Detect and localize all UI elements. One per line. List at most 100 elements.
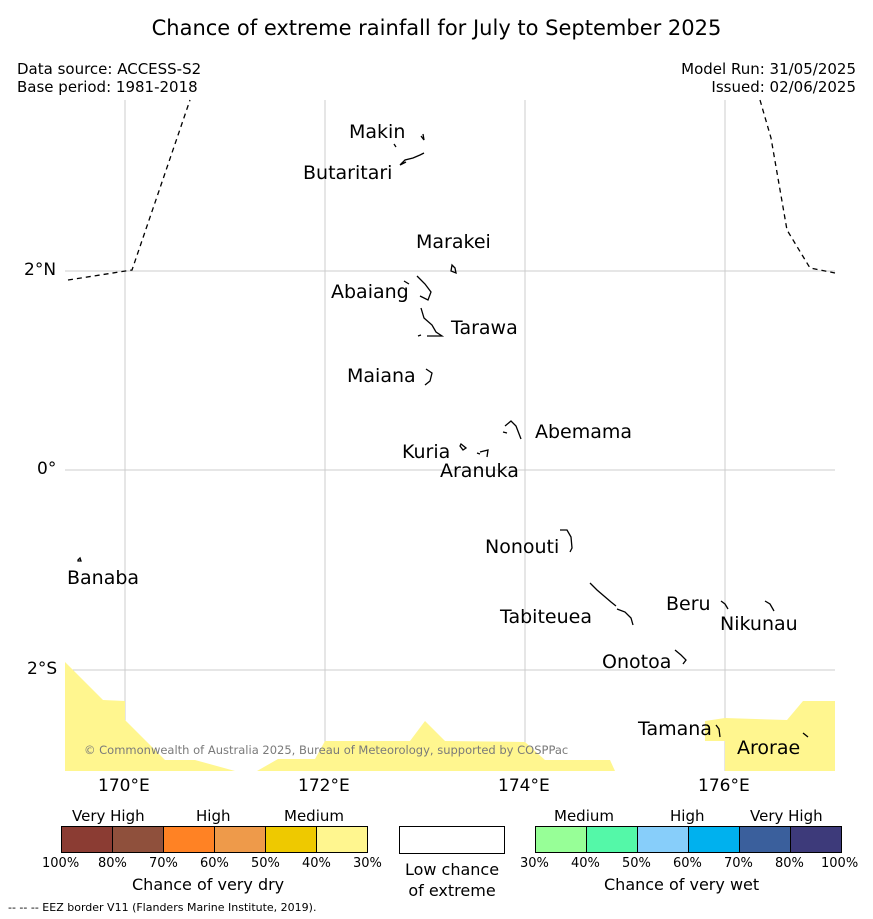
island-label-tarawa: Tarawa <box>451 317 518 339</box>
dry-pct-40: 40% <box>302 856 331 871</box>
dry-legend-title: Chance of very dry <box>132 875 285 894</box>
wet-pct-50: 50% <box>622 856 651 871</box>
wet-category-medium: Medium <box>554 807 614 825</box>
island-label-nonouti: Nonouti <box>485 536 560 558</box>
island-label-nikunau: Nikunau <box>720 613 798 635</box>
lat-tick-2n: 2°N <box>24 260 57 280</box>
eez-footnote: -- -- -- EEZ border V11 (Flanders Marine… <box>8 901 317 914</box>
map-title: Chance of extreme rainfall for July to S… <box>151 16 722 40</box>
lon-tick-176e: 176°E <box>698 776 750 796</box>
dry-colorbar <box>61 826 368 853</box>
dry-pct-70: 70% <box>149 856 178 871</box>
eez-borders <box>67 99 836 281</box>
island-label-aranuka: Aranuka <box>440 460 519 482</box>
dry-region-west <box>65 662 235 771</box>
low-chance-line2: of extreme <box>408 881 496 900</box>
tamana-outline <box>715 724 721 738</box>
dry-region-south <box>257 721 615 771</box>
island-label-abaiang: Abaiang <box>331 281 409 303</box>
low-chance-line1: Low chance <box>404 860 500 879</box>
map-gridlines <box>65 100 835 771</box>
marakei-outline <box>450 263 457 275</box>
dry-swatch-4 <box>265 826 317 853</box>
wet-pct-80: 80% <box>775 856 804 871</box>
eez-border-east <box>759 99 836 274</box>
wet-pct-40: 40% <box>571 856 600 871</box>
wet-swatch-1 <box>586 826 638 853</box>
eez-border-west <box>67 99 191 281</box>
island-label-tamana: Tamana <box>638 718 712 740</box>
island-label-maiana: Maiana <box>347 365 416 387</box>
banaba-outline <box>77 556 82 562</box>
lat-tick-2s: 2°S <box>27 659 58 679</box>
makin-outline <box>393 133 425 148</box>
wet-pct-30: 30% <box>520 856 549 871</box>
butaritari-outline <box>399 152 425 166</box>
dry-swatch-5 <box>316 826 368 853</box>
model-run-text: Model Run: 31/05/2025 <box>681 60 856 78</box>
dry-pct-60: 60% <box>200 856 229 871</box>
lon-tick-172e: 172°E <box>298 776 350 796</box>
wet-swatch-2 <box>637 826 689 853</box>
dry-swatch-2 <box>163 826 215 853</box>
dry-category-medium: Medium <box>284 807 344 825</box>
island-label-banaba: Banaba <box>67 567 140 589</box>
dry-category-very-high: Very High <box>72 807 145 825</box>
medium-dry-region <box>65 662 835 771</box>
dry-category-high: High <box>196 807 231 825</box>
dry-pct-80: 80% <box>98 856 127 871</box>
dry-pct-30: 30% <box>353 856 382 871</box>
dry-pct-50: 50% <box>251 856 280 871</box>
wet-swatch-4 <box>739 826 791 853</box>
model-run-info: Model Run: 31/05/2025 Issued: 02/06/2025 <box>681 60 856 96</box>
dry-swatch-3 <box>214 826 266 853</box>
nikunau-outline <box>764 600 775 612</box>
dry-swatch-1 <box>112 826 164 853</box>
island-label-kuria: Kuria <box>402 441 451 463</box>
arorae-outline <box>802 732 809 738</box>
abemama-outline <box>502 420 522 440</box>
wet-legend-title: Chance of very wet <box>604 875 760 894</box>
wet-pct-60: 60% <box>673 856 702 871</box>
wet-colorbar <box>535 826 842 853</box>
tarawa-outline <box>417 307 445 337</box>
aranuka-outline <box>476 449 489 458</box>
kuria-outline <box>459 442 468 451</box>
island-label-arorae: Arorae <box>737 737 801 759</box>
maiana-outline <box>424 368 433 386</box>
issued-text: Issued: 02/06/2025 <box>711 78 856 96</box>
wet-swatch-5 <box>790 826 842 853</box>
wet-pct-70: 70% <box>724 856 753 871</box>
beru-outline <box>720 600 729 610</box>
copyright-notice: © Commonwealth of Australia 2025, Bureau… <box>84 743 569 757</box>
island-outlines <box>77 133 809 738</box>
nonouti-outline <box>560 529 573 553</box>
wet-swatch-0 <box>535 826 587 853</box>
dry-pct-100: 100% <box>42 856 80 871</box>
island-label-tabiteuea: Tabiteuea <box>500 606 592 628</box>
island-label-onotoa: Onotoa <box>602 651 672 673</box>
base-period-text: Base period: 1981-2018 <box>17 78 198 96</box>
tabiteuea-outline <box>589 582 634 626</box>
neutral-swatch <box>399 826 505 854</box>
island-label-butaritari: Butaritari <box>303 162 393 184</box>
lat-tick-0: 0° <box>37 459 57 479</box>
data-source-info: Data source: ACCESS-S2 Base period: 1981… <box>17 60 201 96</box>
wet-swatch-3 <box>688 826 740 853</box>
wet-pct-100: 100% <box>821 856 859 871</box>
dry-region-east <box>705 701 835 771</box>
wet-category-high: High <box>670 807 705 825</box>
lon-tick-170e: 170°E <box>98 776 150 796</box>
island-label-beru: Beru <box>666 593 711 615</box>
island-label-makin: Makin <box>349 121 406 143</box>
lon-tick-174e: 174°E <box>498 776 550 796</box>
island-label-abemama: Abemama <box>535 421 633 443</box>
dry-swatch-0 <box>61 826 113 853</box>
wet-category-very-high: Very High <box>750 807 823 825</box>
island-label-marakei: Marakei <box>416 231 491 253</box>
onotoa-outline <box>674 649 687 665</box>
low-chance-label: Low chance of extreme <box>391 859 513 901</box>
abaiang-outline <box>403 275 432 301</box>
data-source-text: Data source: ACCESS-S2 <box>17 60 202 78</box>
